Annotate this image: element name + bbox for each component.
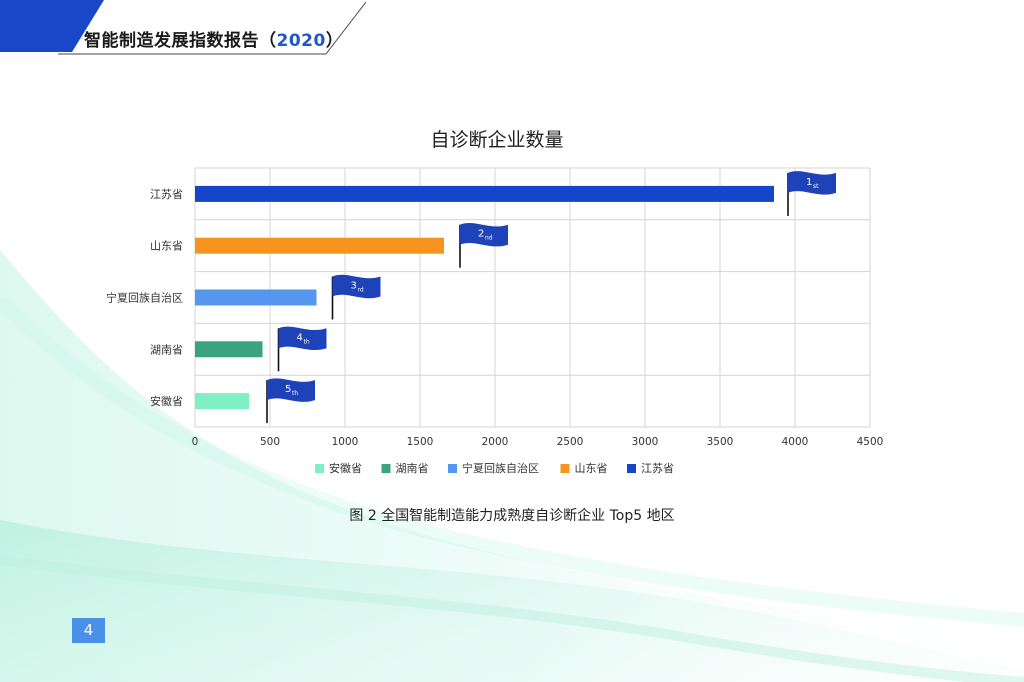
rank-number: 5 [285, 384, 291, 395]
rank-flag-cloth [332, 274, 381, 299]
x-tick-label: 4500 [857, 436, 884, 448]
legend-label: 江苏省 [641, 462, 674, 475]
legend-swatch [381, 464, 391, 473]
bar [195, 393, 249, 410]
x-tick-label: 0 [192, 436, 199, 448]
rank-flag-cloth [278, 326, 327, 351]
chart-title: 自诊断企业数量 [430, 129, 563, 151]
report-title-text: 智能制造发展指数报告 [84, 31, 259, 51]
y-category-label: 山东省 [150, 240, 183, 253]
legend-label: 安徽省 [329, 461, 362, 475]
rank-number: 3 [351, 281, 357, 292]
x-tick-label: 4000 [782, 436, 809, 448]
rank-number: 2 [478, 229, 484, 240]
x-tick-label: 3500 [707, 436, 734, 448]
y-category-label: 安徽省 [150, 394, 183, 408]
rank-number: 4 [297, 332, 303, 343]
y-category-label: 江苏省 [150, 188, 183, 201]
header-slash [325, 1, 367, 55]
x-tick-label: 2000 [482, 436, 509, 448]
legend-swatch [448, 464, 457, 473]
rank-suffix: nd [485, 235, 493, 242]
rank-flag-cloth [460, 222, 508, 247]
x-tick-label: 3000 [632, 436, 659, 448]
rank-suffix: th [292, 390, 298, 397]
bar [195, 341, 263, 358]
report-title-paren-open: （ [259, 31, 277, 51]
page-number: 4 [72, 618, 105, 643]
bar [195, 185, 774, 202]
x-tick-label: 2500 [557, 436, 584, 448]
legend-swatch [560, 464, 570, 473]
legend-label: 湖南省 [396, 462, 429, 475]
y-category-label: 宁夏回族自治区 [106, 291, 183, 305]
report-title-paren-close: ） [325, 31, 344, 51]
rank-suffix: th [304, 338, 310, 345]
rank-suffix: rd [358, 287, 364, 294]
legend-swatch [315, 464, 324, 473]
report-year: 2020 [276, 31, 326, 51]
bar [195, 289, 317, 306]
x-tick-label: 1000 [332, 436, 359, 448]
rank-suffix: st [813, 183, 819, 190]
x-tick-label: 1500 [407, 436, 434, 448]
legend-label: 山东省 [575, 462, 608, 475]
figure-caption: 图 2 全国智能制造能力成熟度自诊断企业 Top5 地区 [349, 508, 675, 524]
header-blue-tab [0, 0, 104, 52]
x-tick-label: 500 [260, 436, 280, 448]
rank-flag-cloth [267, 378, 315, 402]
report-title: 智能制造发展指数报告（2020） [84, 26, 343, 51]
legend-label: 宁夏回族自治区 [462, 461, 539, 475]
y-category-label: 湖南省 [150, 343, 183, 356]
rank-flag-cloth [788, 171, 836, 195]
legend-swatch [627, 464, 636, 473]
bar [195, 237, 444, 254]
rank-number: 1 [806, 177, 812, 188]
